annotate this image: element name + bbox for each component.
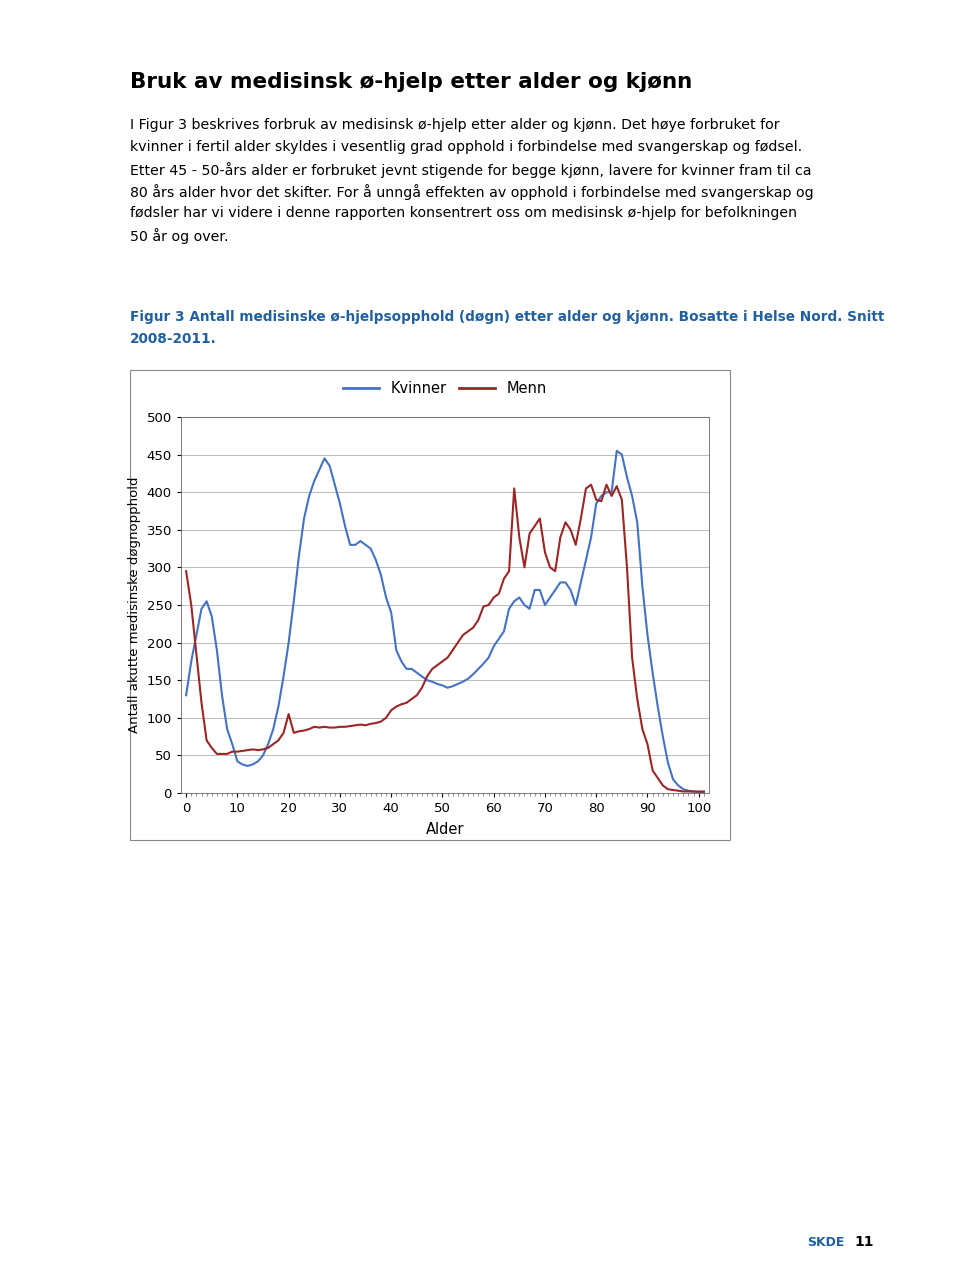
Kvinner xyxy=(544,590,556,605)
X-axis label: Alder: Alder xyxy=(425,822,465,836)
Text: 50 år og over.: 50 år og over. xyxy=(130,229,228,244)
Text: 80 års alder hvor det skifter. For å unngå effekten av opphold i forbindelse med: 80 års alder hvor det skifter. For å unn… xyxy=(130,184,813,200)
Menn xyxy=(180,563,192,578)
Menn xyxy=(277,725,289,741)
Text: I Figur 3 beskrives forbruk av medisinsk ø-hjelp etter alder og kjønn. Det høye : I Figur 3 beskrives forbruk av medisinsk… xyxy=(130,117,780,132)
Menn xyxy=(678,784,689,799)
Kvinner xyxy=(417,669,428,684)
Legend: Kvinner, Menn: Kvinner, Menn xyxy=(337,375,553,402)
Line: Kvinner: Kvinner xyxy=(186,451,704,792)
Kvinner xyxy=(698,784,709,799)
Menn xyxy=(586,478,597,493)
Kvinner xyxy=(693,784,705,799)
Text: 11: 11 xyxy=(854,1235,874,1249)
Kvinner xyxy=(632,515,643,530)
Kvinner xyxy=(586,530,597,545)
Kvinner xyxy=(293,548,304,563)
Menn xyxy=(590,492,602,507)
Menn xyxy=(544,559,556,575)
Text: 2008-2011.: 2008-2011. xyxy=(130,332,216,346)
Menn xyxy=(293,724,304,739)
Text: fødsler har vi videre i denne rapporten konsentrert oss om medisinsk ø-hjelp for: fødsler har vi videre i denne rapporten … xyxy=(130,206,797,220)
Y-axis label: Antall akutte medisinske døgnopphold: Antall akutte medisinske døgnopphold xyxy=(128,476,141,733)
Text: Etter 45 - 50-års alder er forbruket jevnt stigende for begge kjønn, lavere for : Etter 45 - 50-års alder er forbruket jev… xyxy=(130,162,811,178)
Menn xyxy=(698,784,709,799)
Menn xyxy=(417,681,428,696)
Line: Menn: Menn xyxy=(186,485,704,792)
Kvinner xyxy=(180,687,192,702)
Kvinner xyxy=(611,443,622,458)
Kvinner xyxy=(277,669,289,684)
Text: SKDE: SKDE xyxy=(807,1236,845,1249)
Text: Bruk av medisinsk ø-hjelp etter alder og kjønn: Bruk av medisinsk ø-hjelp etter alder og… xyxy=(130,72,692,92)
Text: kvinner i fertil alder skyldes i vesentlig grad opphold i forbindelse med svange: kvinner i fertil alder skyldes i vesentl… xyxy=(130,140,802,155)
Text: Figur 3 Antall medisinske ø-hjelpsopphold (døgn) etter alder og kjønn. Bosatte i: Figur 3 Antall medisinske ø-hjelpsopphol… xyxy=(130,310,884,324)
Menn xyxy=(632,691,643,706)
